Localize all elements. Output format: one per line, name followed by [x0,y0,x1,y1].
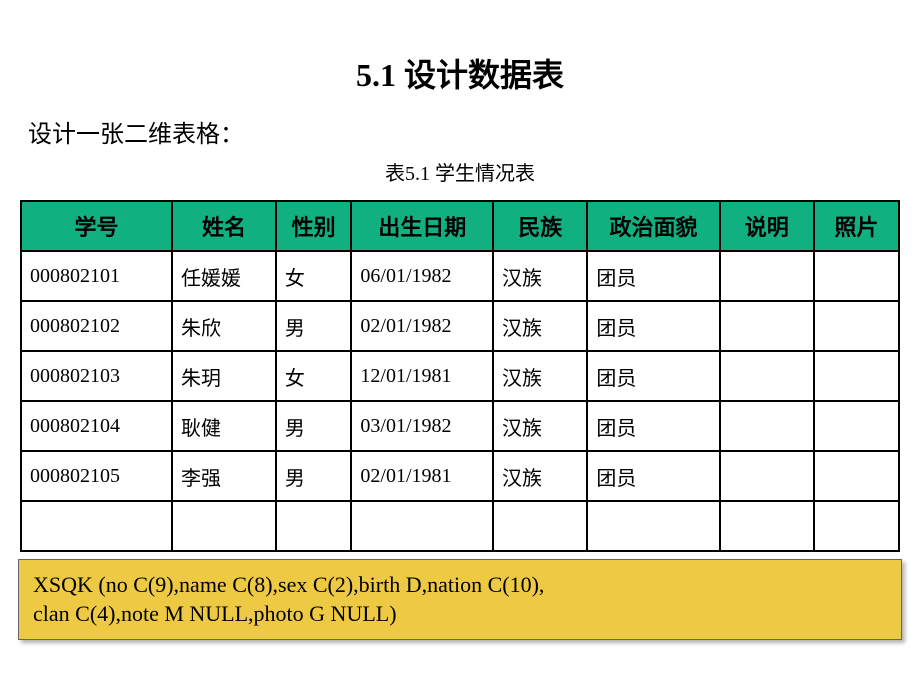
cell [720,451,814,501]
cell: 汉族 [493,351,587,401]
cell [351,501,493,551]
cell [276,501,352,551]
cell: 000802104 [21,401,172,451]
th-photo: 照片 [814,201,899,251]
cell: 团员 [587,301,719,351]
cell: 12/01/1981 [351,351,493,401]
student-table: 学号 姓名 性别 出生日期 民族 政治面貌 说明 照片 000802101 任媛… [20,200,900,552]
cell: 男 [276,451,352,501]
cell: 汉族 [493,251,587,301]
cell: 任媛媛 [172,251,276,301]
cell [814,251,899,301]
th-name: 姓名 [172,201,276,251]
cell: 李强 [172,451,276,501]
note-line-1: XSQK (no C(9),name C(8),sex C(2),birth D… [33,570,887,600]
th-politics: 政治面貌 [587,201,719,251]
cell [21,501,172,551]
cell: 团员 [587,401,719,451]
cell: 汉族 [493,451,587,501]
th-note: 说明 [720,201,814,251]
note-line-2: clan C(4),note M NULL,photo G NULL) [33,599,887,629]
cell: 000802101 [21,251,172,301]
cell: 000802105 [21,451,172,501]
cell [587,501,719,551]
cell: 000802102 [21,301,172,351]
th-nation: 民族 [493,201,587,251]
table-caption: 表5.1 学生情况表 [20,157,900,186]
th-sex: 性别 [276,201,352,251]
cell: 朱欣 [172,301,276,351]
cell: 02/01/1981 [351,451,493,501]
cell [814,301,899,351]
th-student-id: 学号 [21,201,172,251]
cell [720,351,814,401]
table-body: 000802101 任媛媛 女 06/01/1982 汉族 团员 0008021… [21,251,899,551]
table-row [21,501,899,551]
cell: 朱玥 [172,351,276,401]
cell [814,501,899,551]
cell [720,501,814,551]
subtitle-text: 设计一张二维表格： [28,114,900,149]
cell: 06/01/1982 [351,251,493,301]
cell: 男 [276,401,352,451]
cell [814,451,899,501]
cell: 团员 [587,451,719,501]
cell: 02/01/1982 [351,301,493,351]
cell [814,351,899,401]
cell [720,251,814,301]
cell: 耿健 [172,401,276,451]
table-row: 000802105 李强 男 02/01/1981 汉族 团员 [21,451,899,501]
cell: 女 [276,251,352,301]
cell: 汉族 [493,301,587,351]
cell: 团员 [587,251,719,301]
table-header-row: 学号 姓名 性别 出生日期 民族 政治面貌 说明 照片 [21,201,899,251]
cell [720,301,814,351]
cell: 女 [276,351,352,401]
cell: 汉族 [493,401,587,451]
table-row: 000802104 耿健 男 03/01/1982 汉族 团员 [21,401,899,451]
cell: 03/01/1982 [351,401,493,451]
table-row: 000802102 朱欣 男 02/01/1982 汉族 团员 [21,301,899,351]
cell: 团员 [587,351,719,401]
cell: 000802103 [21,351,172,401]
cell: 男 [276,301,352,351]
cell [720,401,814,451]
cell [493,501,587,551]
cell [172,501,276,551]
th-birth: 出生日期 [351,201,493,251]
table-row: 000802103 朱玥 女 12/01/1981 汉族 团员 [21,351,899,401]
page-title: 5.1 设计数据表 [20,50,900,96]
schema-note-box: XSQK (no C(9),name C(8),sex C(2),birth D… [18,559,902,640]
table-row: 000802101 任媛媛 女 06/01/1982 汉族 团员 [21,251,899,301]
cell [814,401,899,451]
